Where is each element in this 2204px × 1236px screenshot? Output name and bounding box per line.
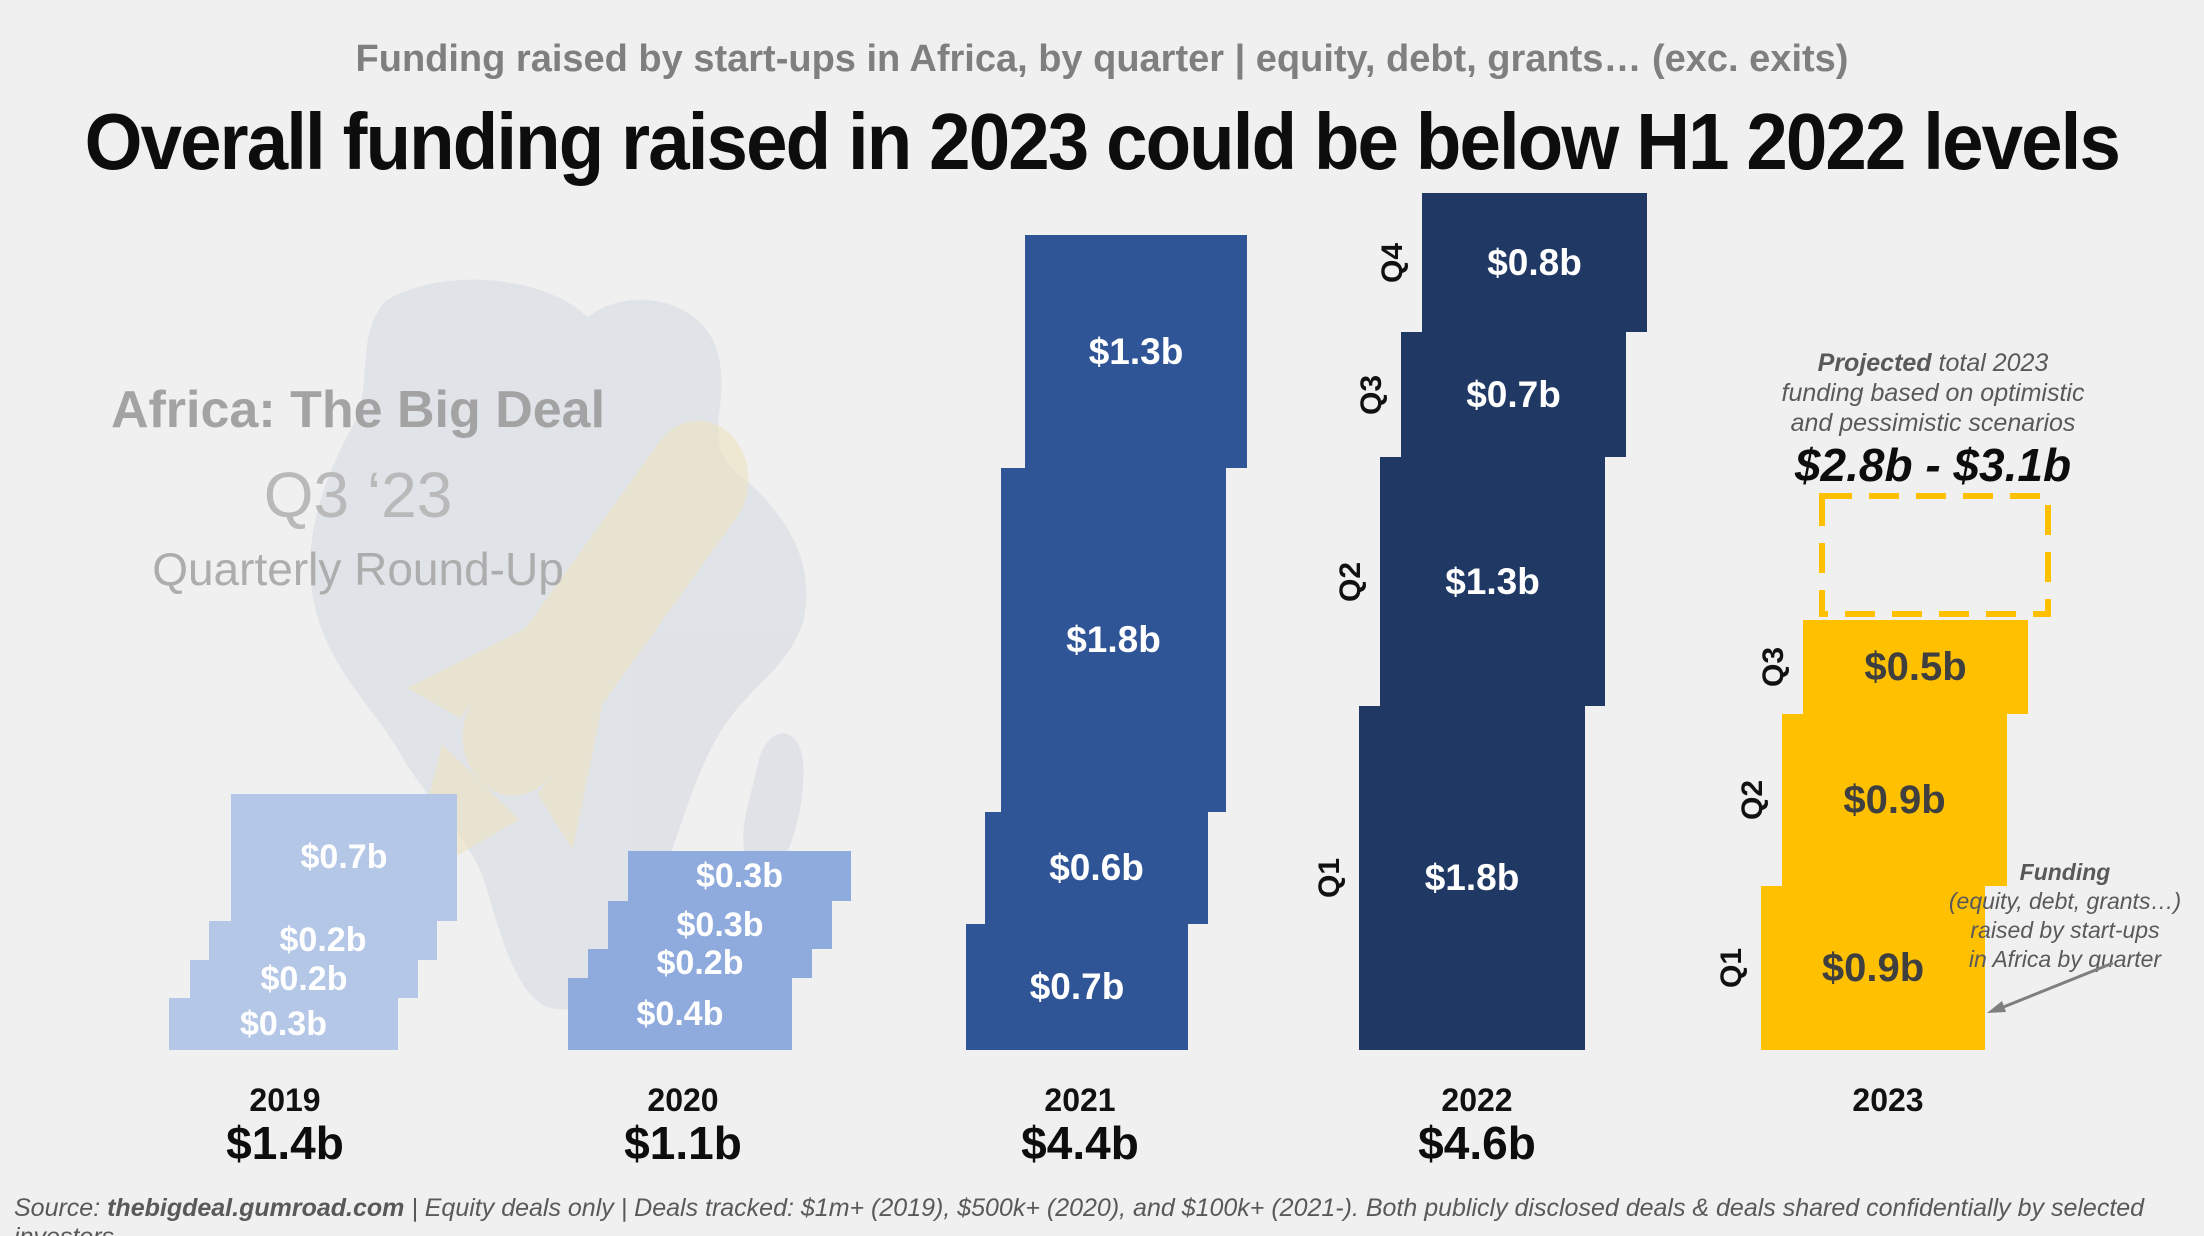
projection-dashed-box (1819, 493, 2051, 617)
quarter-label-2022-q3: Q3 (1355, 374, 1388, 416)
bar-segment-2022-q2: $1.3b (1380, 457, 1605, 706)
projection-note: Projected total 2023 funding based on op… (1781, 349, 2085, 437)
chart-title: Overall funding raised in 2023 could be … (84, 97, 2121, 186)
bar-segment-2020-q2: $0.2b (588, 944, 812, 982)
bar-segment-2019-q4: $0.7b (231, 794, 457, 921)
watermark-edition: Q3 ‘23 (263, 459, 453, 531)
bar-segment-2019-q2: $0.2b (190, 960, 418, 998)
projection-range: $2.8b - $3.1b (1794, 439, 2072, 491)
bar-segment-2021-q3: $1.8b (1001, 468, 1226, 812)
year-total-2019: $1.4b (226, 1117, 344, 1169)
bar-segment-2019-q1: $0.3b (169, 998, 398, 1050)
projection-note-bold: Projected (1817, 349, 1932, 377)
bar-segment-2021-q2: $0.6b (985, 812, 1208, 924)
funding-note-title: Funding (2019, 859, 2111, 885)
bar-segment-2019-q3: $0.2b (209, 921, 437, 960)
year-label-2019: 2019 (249, 1082, 321, 1118)
bar-segment-2020-q4: $0.3b (628, 851, 851, 901)
watermark-tagline: Quarterly Round-Up (152, 543, 564, 595)
year-label-2021: 2021 (1044, 1082, 1116, 1118)
source-rest: | Equity deals only | Deals tracked: $1m… (14, 1194, 2145, 1236)
quarter-label-2022-q2: Q2 (1334, 561, 1367, 603)
source-site: thebigdeal.gumroad.com (107, 1194, 405, 1222)
quarter-label-2023-q3: Q3 (1757, 646, 1790, 688)
watermark-text: Africa: The Big Deal Q3 ‘23 Quarterly Ro… (58, 380, 658, 596)
quarter-label-2022-q4: Q4 (1376, 242, 1409, 284)
bar-segment-2022-q1: $1.8b (1359, 706, 1585, 1050)
watermark-brand: Africa: The Big Deal (110, 381, 606, 439)
bar-segment-2021-q1: $0.7b (966, 924, 1188, 1050)
year-label-2022: 2022 (1441, 1082, 1513, 1118)
bar-segment-2023-q3: $0.5b (1803, 620, 2028, 714)
bar-segment-2023-q2: $0.9b (1782, 714, 2007, 886)
chart-subtitle: Funding raised by start-ups in Africa, b… (355, 38, 1849, 80)
year-total-2020: $1.1b (624, 1117, 742, 1169)
source-prefix: Source: (14, 1194, 108, 1222)
bar-segment-2022-q4: $0.8b (1422, 193, 1647, 332)
quarter-label-2023-q2: Q2 (1736, 779, 1769, 821)
year-label-2023: 2023 (1852, 1082, 1924, 1118)
quarter-label-2023-q1: Q1 (1715, 947, 1748, 989)
quarter-label-2022-q1: Q1 (1313, 857, 1346, 899)
bar-segment-2020-q3: $0.3b (608, 901, 832, 949)
year-total-2021: $4.4b (1021, 1117, 1139, 1169)
funding-note: Funding (equity, debt, grants…) raised b… (1948, 859, 2182, 972)
source-line: Source: thebigdeal.gumroad.com | Equity … (14, 1194, 2194, 1236)
funding-note-arrow-icon (1987, 961, 2114, 1013)
bar-segment-2021-q4: $1.3b (1025, 235, 1247, 468)
bar-segment-2023-q1: $0.9b (1761, 886, 1985, 1050)
year-label-2020: 2020 (647, 1082, 719, 1118)
bar-segment-2022-q3: $0.7b (1401, 332, 1626, 457)
year-total-2022: $4.6b (1418, 1117, 1536, 1169)
bar-segment-2020-q1: $0.4b (568, 978, 792, 1050)
